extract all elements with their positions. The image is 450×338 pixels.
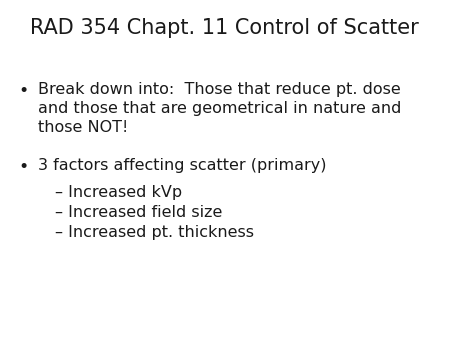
Text: – Increased field size: – Increased field size: [55, 205, 222, 220]
Text: and those that are geometrical in nature and: and those that are geometrical in nature…: [38, 101, 401, 116]
Text: – Increased kVp: – Increased kVp: [55, 185, 182, 200]
Text: •: •: [18, 158, 28, 176]
Text: 3 factors affecting scatter (primary): 3 factors affecting scatter (primary): [38, 158, 327, 173]
Text: Break down into:  Those that reduce pt. dose: Break down into: Those that reduce pt. d…: [38, 82, 401, 97]
Text: RAD 354 Chapt. 11 Control of Scatter: RAD 354 Chapt. 11 Control of Scatter: [30, 18, 419, 38]
Text: •: •: [18, 82, 28, 100]
Text: those NOT!: those NOT!: [38, 120, 128, 135]
Text: – Increased pt. thickness: – Increased pt. thickness: [55, 225, 254, 240]
